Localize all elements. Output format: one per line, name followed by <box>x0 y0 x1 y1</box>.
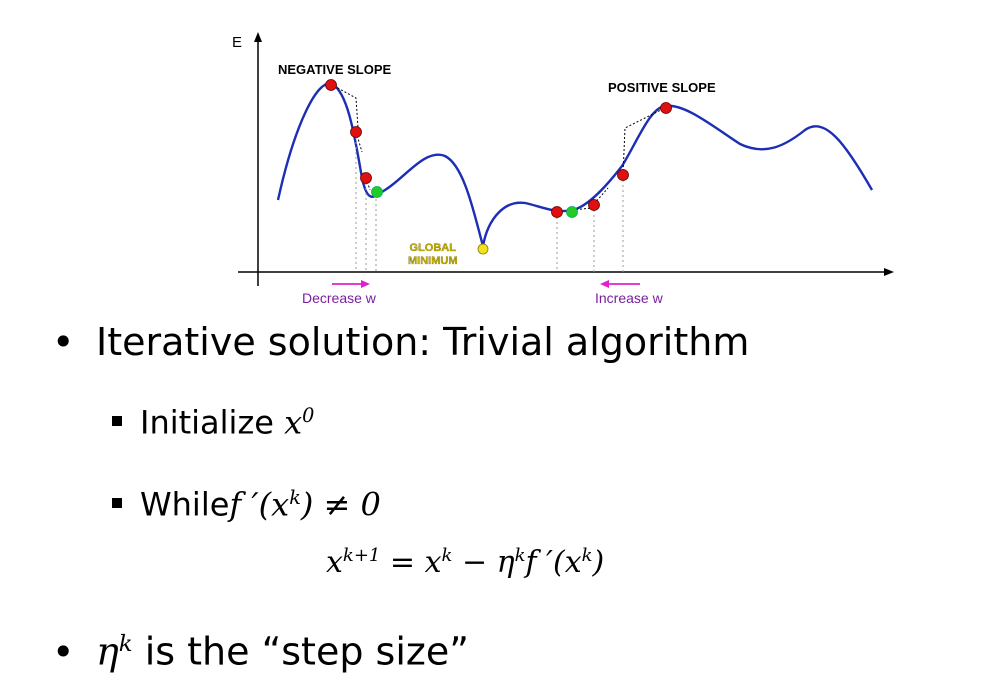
green-point <box>371 186 383 198</box>
red-point <box>588 199 600 211</box>
eq-mid-sup: k <box>441 545 453 566</box>
init-superscript: 0 <box>302 404 315 427</box>
while-superscript: k <box>289 486 301 509</box>
red-point <box>617 169 629 181</box>
square-bullet <box>112 415 122 426</box>
global-minimum-line1: GLOBAL <box>409 242 456 254</box>
while-text: While <box>140 485 230 524</box>
eq-minus-eta: − η <box>452 545 515 580</box>
sub-bullet-initialize: Initialize x0 <box>112 396 314 443</box>
red-point <box>660 102 672 114</box>
x-axis-arrowhead <box>884 268 894 276</box>
red-point <box>360 172 372 184</box>
eq-tail-sup: k <box>581 545 593 566</box>
global-minimum-line2: MINIMUM <box>408 255 458 267</box>
eq-lhs: x <box>326 545 343 580</box>
y-axis-arrowhead <box>254 32 262 42</box>
update-equation: xk+1 = xk − ηkf ′(xk) <box>326 545 604 580</box>
bullet-step-size: • ηk is the “step size” <box>52 622 469 674</box>
increase-arrow <box>600 280 640 288</box>
eq-mid: = x <box>380 545 442 580</box>
eq-close: ) <box>592 545 605 580</box>
energy-axis-label: E <box>232 34 243 51</box>
drop-lines <box>355 132 624 272</box>
red-point <box>551 206 563 218</box>
sub-bullet-while: Whilef ′(xk) ≠ 0 <box>112 478 381 525</box>
positive-slope-label: POSITIVE SLOPE <box>608 80 716 95</box>
global-minimum-point <box>477 243 489 255</box>
decrease-w-label: Decrease w <box>302 290 376 306</box>
energy-curve <box>276 82 874 247</box>
global-minimum-label: GLOBAL MINIMUM <box>408 242 458 268</box>
red-point <box>325 79 337 91</box>
bullet-dot: • <box>52 629 75 674</box>
bullet-text: Iterative solution: Trivial algorithm <box>96 320 750 364</box>
eq-lhs-sup: k+1 <box>342 545 381 566</box>
increase-w-label: Increase w <box>595 290 663 306</box>
eq-eta-sup: k <box>514 545 526 566</box>
green-point <box>566 206 578 218</box>
init-math: x <box>284 403 303 442</box>
eta-symbol: η <box>96 629 119 674</box>
red-point <box>350 126 362 138</box>
init-text: Initialize <box>140 403 285 442</box>
square-bullet <box>112 497 122 508</box>
bullet-dot: • <box>52 320 75 364</box>
bullet-iterative-solution: • Iterative solution: Trivial algorithm <box>52 320 749 364</box>
negative-slope-label: NEGATIVE SLOPE <box>278 62 392 77</box>
while-math: f ′(x <box>229 485 290 524</box>
while-rest: ) ≠ 0 <box>300 485 381 524</box>
eq-tail: f ′(x <box>525 545 582 580</box>
decrease-arrow <box>332 280 370 288</box>
gradient-descent-figure: E NEGATIVE SLOPE POSITIVE SLOPE GLOBAL M… <box>220 28 910 313</box>
energy-curve-diagram <box>238 32 894 288</box>
eta-superscript: k <box>118 631 133 657</box>
step-size-text: is the “step size” <box>132 629 469 674</box>
step-arrows <box>333 85 666 211</box>
